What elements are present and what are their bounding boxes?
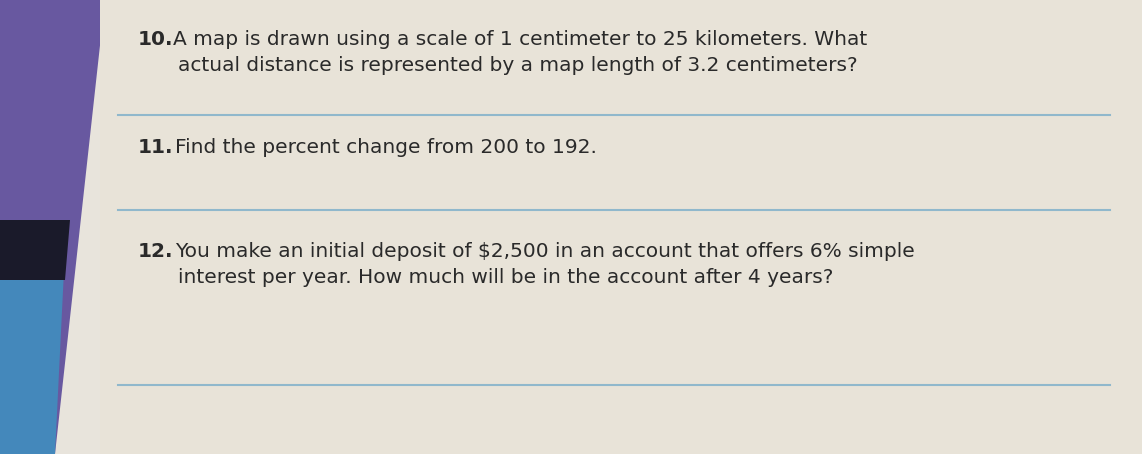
Text: 12.: 12. — [138, 242, 174, 261]
Polygon shape — [0, 250, 65, 454]
Text: 11.: 11. — [138, 138, 174, 157]
Text: interest per year. How much will be in the account after 4 years?: interest per year. How much will be in t… — [178, 268, 834, 287]
Polygon shape — [0, 0, 105, 454]
Polygon shape — [100, 0, 1142, 454]
Text: Find the percent change from 200 to 192.: Find the percent change from 200 to 192. — [175, 138, 597, 157]
Text: 10.: 10. — [138, 30, 174, 49]
Text: A map is drawn using a scale of 1 centimeter to 25 kilometers. What: A map is drawn using a scale of 1 centim… — [172, 30, 867, 49]
Text: You make an initial deposit of $2,500 in an account that offers 6% simple: You make an initial deposit of $2,500 in… — [175, 242, 915, 261]
Text: actual distance is represented by a map length of 3.2 centimeters?: actual distance is represented by a map … — [178, 56, 858, 75]
Polygon shape — [0, 220, 70, 280]
